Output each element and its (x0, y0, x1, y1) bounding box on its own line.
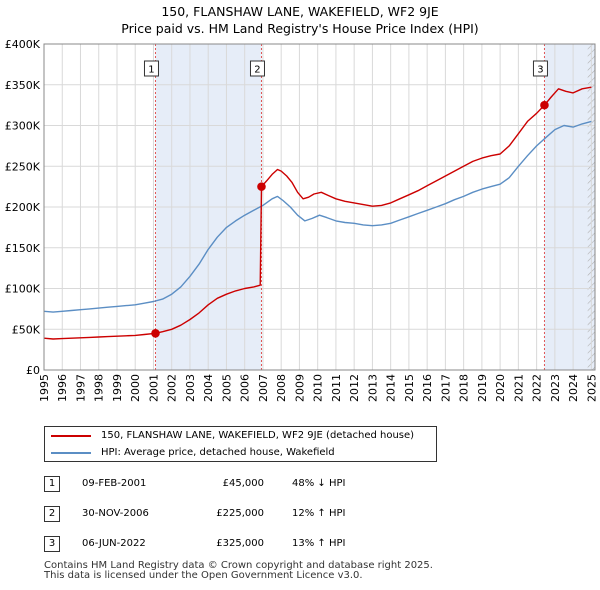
chart-title-line-2: Price paid vs. HM Land Registry's House … (121, 21, 479, 36)
y-tick-label: £250K (5, 160, 41, 173)
x-tick-label: 2025 (585, 374, 598, 402)
sale-hpi-diff: 12% ↑ HPI (292, 508, 346, 519)
y-tick-label: £200K (5, 201, 41, 214)
y-tick-label: £150K (5, 242, 41, 255)
x-tick-label: 2014 (385, 374, 398, 402)
y-tick-label: £0 (26, 364, 40, 377)
sale-price: £325,000 (216, 538, 264, 549)
x-tick-label: 1995 (38, 374, 51, 402)
x-tick-label: 2021 (512, 374, 525, 402)
x-tick-label: 2010 (312, 374, 325, 402)
y-tick-label: £100K (5, 283, 41, 296)
x-tick-label: 2015 (403, 374, 416, 402)
x-tick-label: 2004 (202, 374, 215, 402)
sale-date: 30-NOV-2006 (82, 508, 149, 519)
x-tick-label: 2020 (494, 374, 507, 402)
x-tick-label: 2011 (330, 374, 343, 402)
x-tick-label: 2012 (348, 374, 361, 402)
x-tick-label: 1996 (56, 374, 69, 402)
sale-point-2 (257, 182, 266, 191)
series-line-property (44, 86, 592, 340)
y-tick-label: £50K (12, 323, 41, 336)
x-tick-label: 2018 (458, 374, 471, 402)
legend-label-hpi: HPI: Average price, detached house, Wake… (101, 447, 335, 458)
chart-title-line-1: 150, FLANSHAW LANE, WAKEFIELD, WF2 9JE (161, 4, 439, 19)
series-line-hpi (44, 120, 592, 313)
y-tick-label: £350K (5, 79, 41, 92)
sale-price: £225,000 (216, 508, 264, 519)
x-tick-label: 2017 (439, 374, 452, 402)
x-tick-label: 2022 (531, 374, 544, 402)
sale-marker-label-1: 1 (148, 65, 154, 76)
x-tick-label: 2009 (293, 374, 306, 402)
sale-marker-label-2: 2 (254, 65, 260, 76)
sale-marker-box-1 (143, 60, 159, 77)
sale-price: £45,000 (222, 478, 264, 489)
x-tick-label: 2002 (166, 374, 179, 402)
y-tick-label: £400K (5, 38, 41, 51)
sale-marker-box-3 (532, 60, 548, 77)
x-tick-label: 2024 (567, 374, 580, 402)
x-tick-label: 2007 (257, 374, 270, 402)
table-row: 1 09-FEB-2001 £45,000 48% ↓ HPI (44, 474, 564, 494)
x-tick-label: 2005 (220, 374, 233, 402)
table-row: 2 30-NOV-2006 £225,000 12% ↑ HPI (44, 504, 564, 524)
footer-line-2: This data is licensed under the Open Gov… (44, 570, 363, 581)
x-tick-label: 2000 (129, 374, 142, 402)
sale-number-badge: 3 (44, 536, 60, 552)
sale-hpi-diff: 48% ↓ HPI (292, 478, 346, 489)
sale-number-badge: 1 (44, 476, 60, 492)
x-tick-label: 2016 (421, 374, 434, 402)
legend-swatch-hpi (51, 452, 91, 454)
table-row: 3 06-JUN-2022 £325,000 13% ↑ HPI (44, 534, 564, 554)
plot-frame (43, 43, 596, 371)
x-tick-label: 1997 (74, 374, 87, 402)
legend-swatch-property (51, 435, 91, 437)
sale-point-1 (151, 329, 160, 338)
sale-marker-box-2 (249, 60, 265, 77)
legend-label-property: 150, FLANSHAW LANE, WAKEFIELD, WF2 9JE (… (101, 430, 415, 441)
sale-date: 09-FEB-2001 (82, 478, 147, 489)
footer-attribution: Contains HM Land Registry data © Crown c… (44, 561, 433, 581)
chart-legend: 150, FLANSHAW LANE, WAKEFIELD, WF2 9JE (… (44, 426, 437, 462)
x-tick-label: 1998 (93, 374, 106, 402)
sale-hpi-diff: 13% ↑ HPI (292, 538, 346, 549)
x-tick-label: 2008 (275, 374, 288, 402)
x-tick-label: 2006 (239, 374, 252, 402)
sale-marker-label-3: 3 (537, 65, 543, 76)
sale-number-badge: 2 (44, 506, 60, 522)
price-chart: 1 2 3 £0 £50K £100K £150K £200K £250K £300K £350K… (5, 38, 599, 402)
y-tick-label: £300K (5, 120, 41, 133)
x-tick-label: 2023 (549, 374, 562, 402)
x-tick-label: 2019 (476, 374, 489, 402)
sale-point-3 (540, 100, 549, 110)
x-tick-label: 2001 (147, 374, 160, 402)
x-tick-label: 2003 (184, 374, 197, 402)
x-tick-label: 1999 (111, 374, 124, 402)
chart-title: 150, FLANSHAW LANE, WAKEFIELD, WF2 9JE P… (0, 3, 600, 37)
sale-date: 06-JUN-2022 (82, 538, 146, 549)
footer-line-1: Contains HM Land Registry data © Crown c… (44, 560, 433, 571)
x-tick-label: 2013 (366, 374, 379, 402)
